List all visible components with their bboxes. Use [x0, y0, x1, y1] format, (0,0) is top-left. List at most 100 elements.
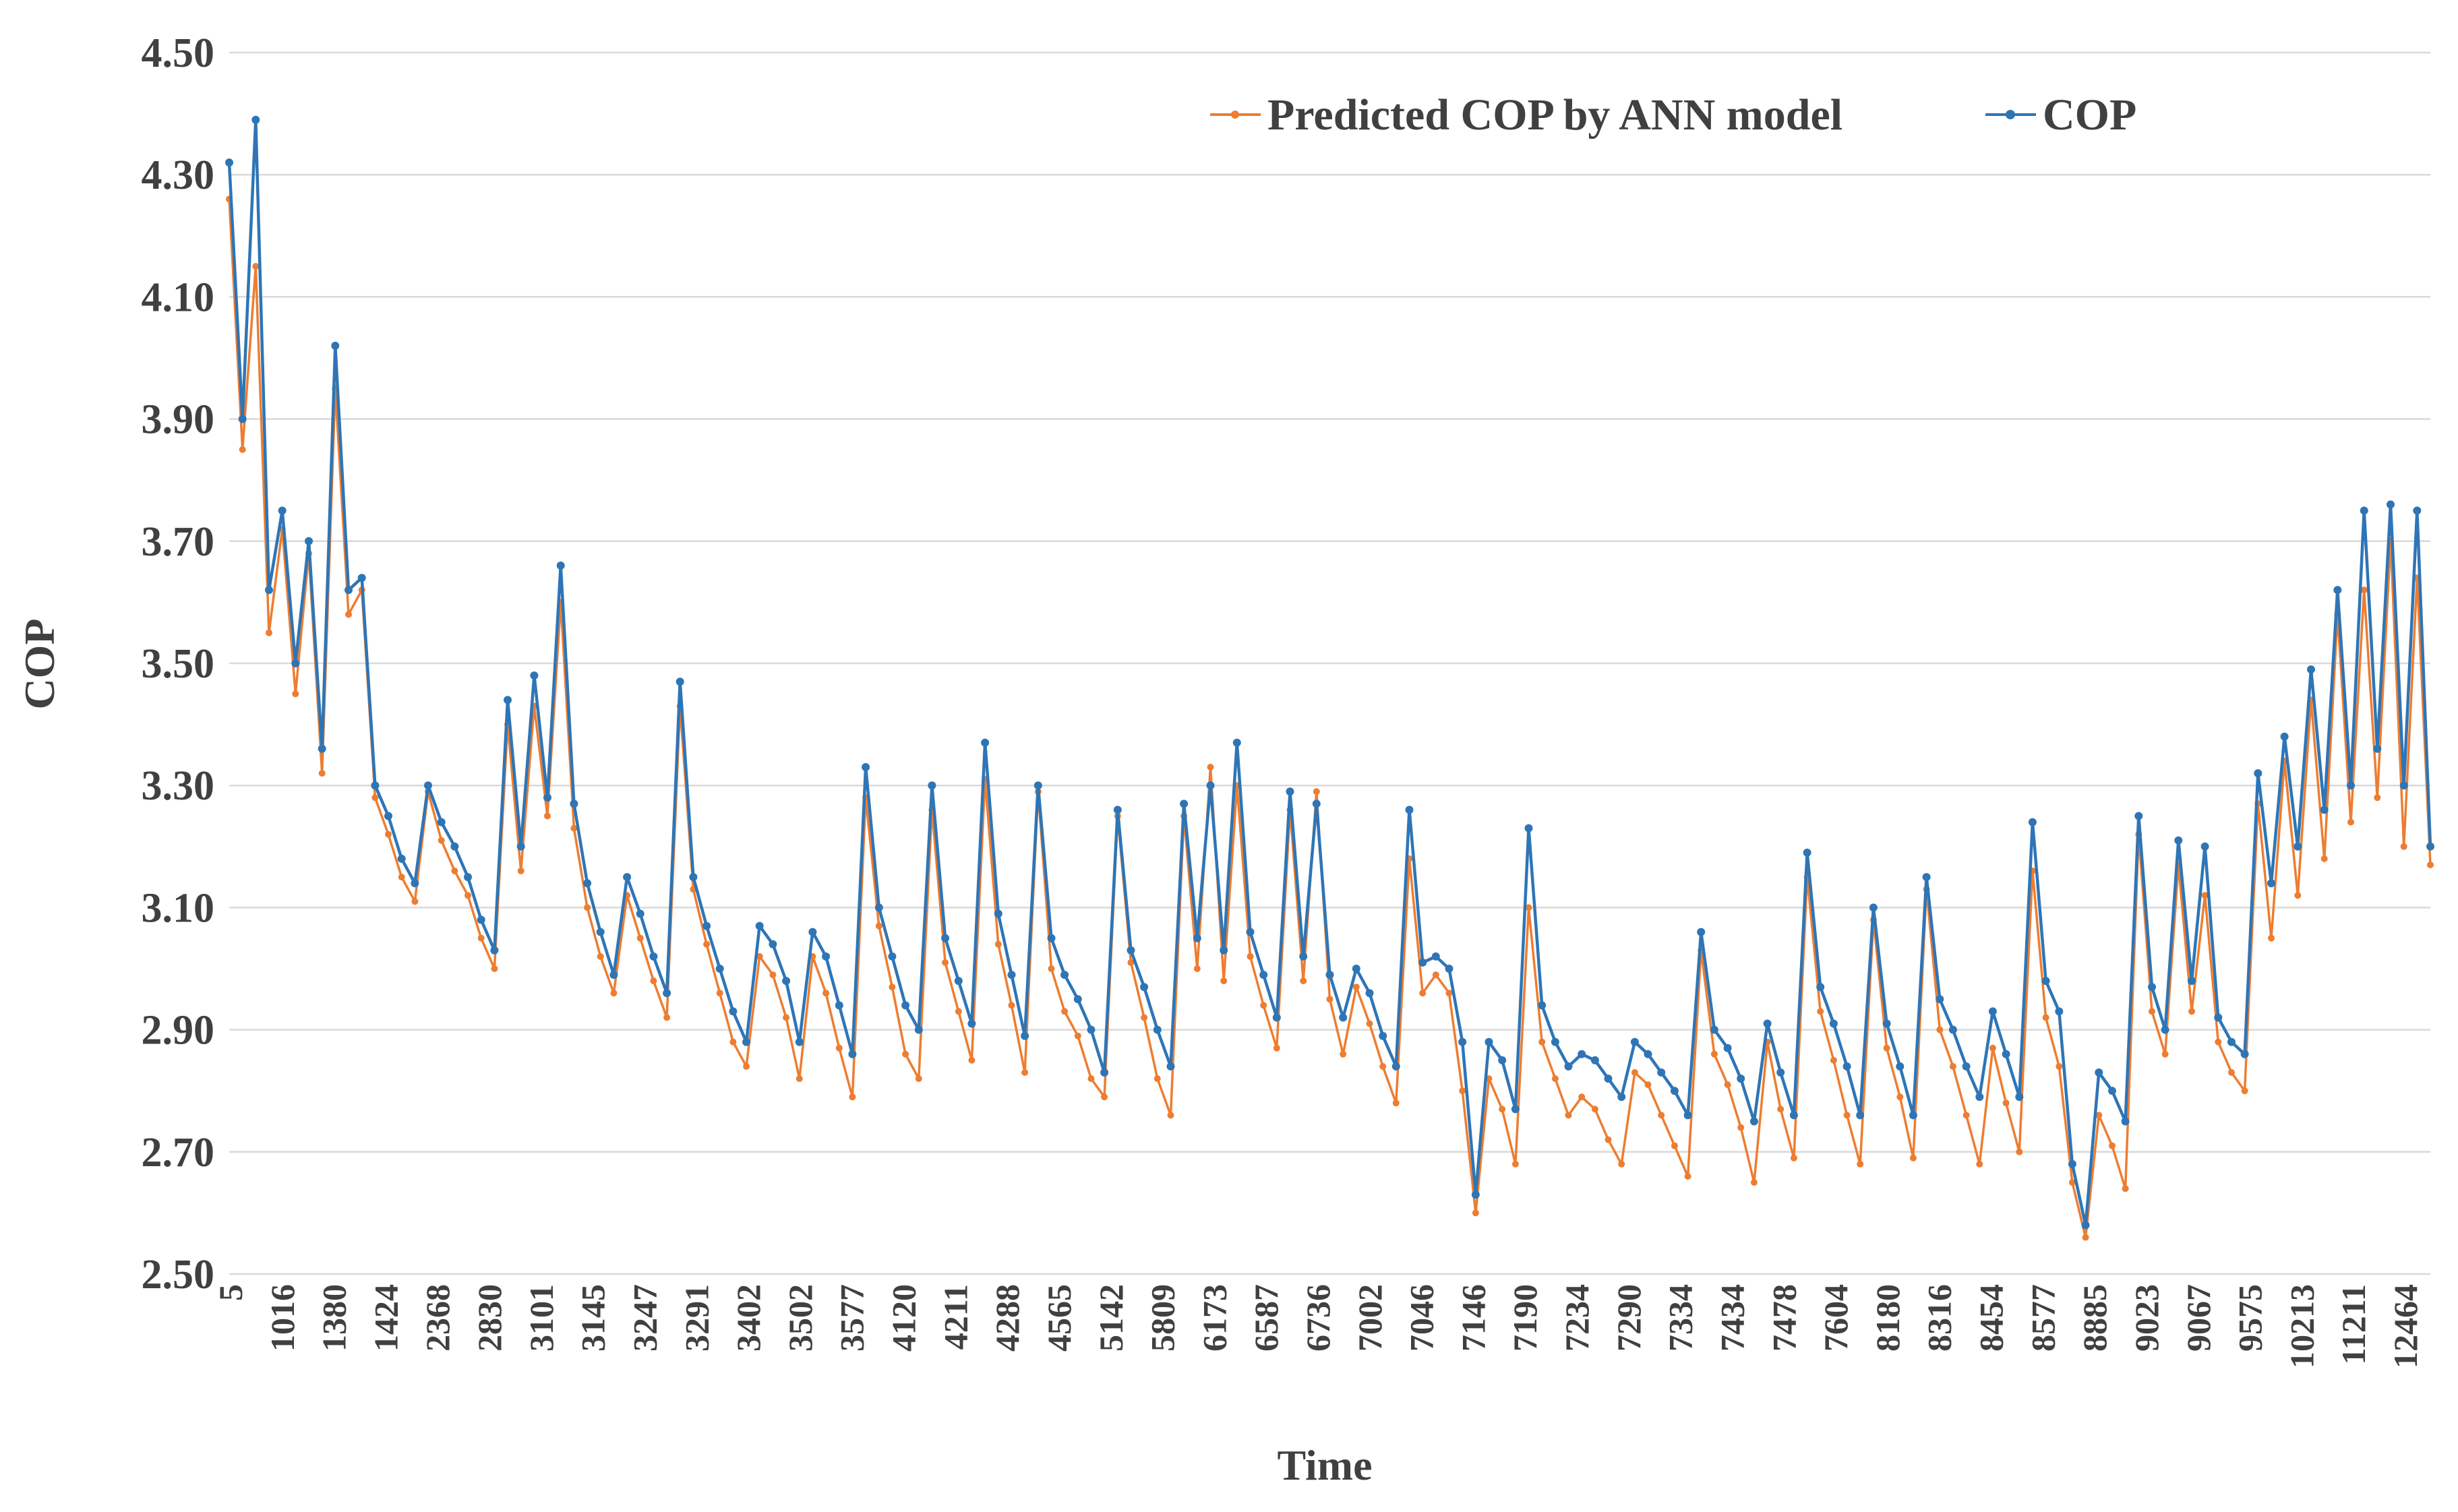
data-point-cop [1763, 1019, 1772, 1028]
data-point-cop [450, 842, 459, 851]
legend-label-cop: COP [2043, 90, 2136, 140]
data-point-cop [1869, 903, 1878, 912]
legend-marker-cop [2006, 110, 2015, 119]
x-tick-label: 5809 [1144, 1284, 1182, 1352]
y-tick-label: 3.90 [142, 397, 215, 443]
data-point-cop [2320, 806, 2329, 814]
data-point-cop [808, 928, 817, 936]
data-point-cop [1896, 1062, 1905, 1070]
data-point-predicted [942, 959, 949, 966]
data-point-cop [278, 506, 287, 515]
data-point-predicted [2042, 1014, 2049, 1021]
y-tick-label: 4.10 [142, 274, 215, 320]
data-point-cop [2333, 586, 2342, 595]
data-point-predicted [1300, 977, 1307, 985]
x-tick-label: 7334 [1662, 1284, 1700, 1352]
data-point-cop [1683, 1111, 1692, 1120]
data-point-cop [769, 940, 777, 948]
data-point-predicted [2268, 934, 2275, 942]
data-point-cop [609, 971, 618, 979]
data-point-cop [941, 934, 950, 942]
data-point-cop [1564, 1062, 1573, 1070]
data-point-predicted [1843, 1112, 1851, 1119]
data-point-cop [994, 909, 1002, 918]
data-point-cop [265, 586, 273, 595]
data-point-cop [676, 677, 684, 686]
data-point-cop [1922, 873, 1931, 882]
data-point-predicted [2002, 1099, 2010, 1107]
data-point-predicted [1061, 1008, 1069, 1015]
data-point-predicted [385, 830, 392, 838]
data-point-predicted [239, 446, 246, 453]
data-point-cop [1299, 952, 1308, 961]
data-point-predicted [544, 812, 551, 820]
data-point-predicted [1538, 1038, 1546, 1046]
data-point-predicted [1936, 1026, 1944, 1033]
data-point-cop [1471, 1190, 1480, 1199]
data-point-cop [1578, 1050, 1586, 1058]
data-point-cop [570, 799, 578, 808]
data-point-predicted [1644, 1081, 1652, 1089]
data-point-cop [1988, 1007, 1997, 1016]
data-point-cop [2387, 500, 2395, 509]
data-point-predicted [1525, 904, 1532, 911]
data-point-cop [1511, 1105, 1520, 1114]
data-point-cop [1710, 1025, 1718, 1034]
data-point-predicted [1220, 977, 1228, 985]
data-point-predicted [1419, 990, 1427, 997]
data-point-predicted [1048, 965, 1055, 972]
data-point-cop [2227, 1037, 2236, 1046]
x-tick-label: 12464 [2387, 1284, 2424, 1368]
data-point-predicted [1021, 1069, 1029, 1076]
data-point-cop [238, 415, 247, 423]
data-point-cop [1630, 1037, 1639, 1046]
data-point-cop [1100, 1068, 1109, 1077]
y-tick-label: 3.70 [142, 519, 215, 565]
data-point-predicted [1273, 1044, 1280, 1052]
data-point-cop [1365, 989, 1374, 998]
x-tick-label: 8316 [1921, 1284, 1958, 1352]
data-point-predicted [650, 977, 657, 985]
x-tick-label: 6736 [1299, 1284, 1337, 1352]
data-point-cop [755, 921, 764, 930]
y-tick-label: 2.90 [142, 1008, 215, 1054]
data-point-cop [556, 562, 565, 570]
data-point-predicted [902, 1050, 909, 1058]
x-tick-label: 4288 [988, 1284, 1026, 1352]
x-tick-label: 5142 [1092, 1284, 1130, 1352]
y-tick-label: 2.50 [142, 1252, 215, 1298]
data-point-cop [357, 574, 366, 582]
data-point-predicted [2095, 1112, 2103, 1119]
x-tick-label: 7290 [1610, 1284, 1648, 1352]
data-point-predicted [1684, 1173, 1691, 1180]
data-point-cop [1206, 781, 1215, 790]
data-point-cop [1405, 806, 1414, 814]
data-point-cop [2002, 1050, 2010, 1058]
data-point-predicted [1790, 1154, 1797, 1161]
data-point-cop [2426, 842, 2434, 851]
data-point-predicted [1472, 1209, 1479, 1217]
data-point-cop [1551, 1037, 1559, 1046]
legend-item-cop: COP [1985, 90, 2136, 140]
data-point-predicted [1141, 1014, 1148, 1021]
gridlines [229, 51, 2430, 1275]
x-tick-label: 7478 [1765, 1284, 1803, 1352]
data-point-cop [1166, 1062, 1175, 1070]
data-point-predicted [1710, 1050, 1718, 1058]
data-point-cop [2214, 1013, 2223, 1022]
data-point-predicted [1207, 764, 1214, 770]
x-tick-label: 3291 [678, 1284, 715, 1352]
data-point-cop [490, 946, 499, 955]
x-tick-label: 4120 [885, 1284, 923, 1352]
data-point-cop [2373, 744, 2382, 753]
data-point-predicted [2320, 855, 2328, 862]
data-point-predicted [994, 940, 1002, 948]
series-cop [225, 115, 2434, 1230]
data-point-cop [1153, 1025, 1162, 1034]
series-predicted [226, 195, 2434, 1241]
data-point-predicted [1153, 1075, 1161, 1083]
data-point-cop [1485, 1037, 1493, 1046]
data-point-predicted [1671, 1142, 1678, 1149]
data-point-cop [1670, 1087, 1679, 1095]
data-point-predicted [2068, 1179, 2076, 1186]
